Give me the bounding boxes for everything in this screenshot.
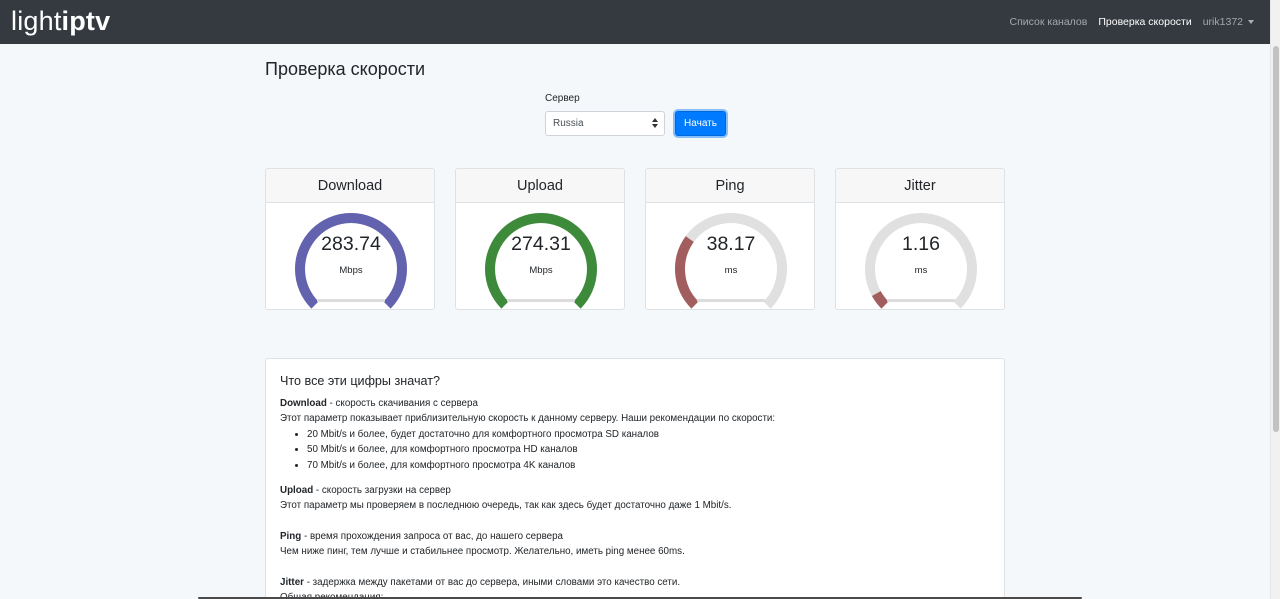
gauge-card-download: Download 283.74 Mbps [265, 168, 435, 310]
nav-link-speedtest[interactable]: Проверка скорости [1098, 16, 1192, 28]
gauge-card-ping: Ping 38.17 ms [645, 168, 815, 310]
logo-light: light [11, 6, 62, 36]
gauge-unit: Mbps [529, 265, 553, 276]
logo-iptv: iptv [61, 6, 111, 36]
download-definition: - скорость скачивания с сервера [326, 398, 478, 409]
gauge-unit: Mbps [339, 265, 363, 276]
gauge-value: 1.16 [902, 233, 940, 255]
list-item: 70 Mbit/s и более, для комфортного просм… [307, 458, 990, 473]
caret-down-icon [1248, 20, 1254, 25]
logo[interactable]: lightiptv [11, 6, 110, 36]
user-name: urik1372 [1202, 16, 1243, 28]
gauge-title: Download [266, 169, 434, 203]
download-term: Download [280, 398, 327, 409]
jitter-term: Jitter [280, 576, 304, 588]
gauge-title: Ping [646, 169, 814, 203]
gauge-progress-bar [697, 299, 765, 302]
nav-link-channels[interactable]: Список каналов [1009, 16, 1088, 28]
start-button[interactable]: Начать [675, 111, 726, 136]
list-item: 20 Mbit/s и более, будет достаточно для … [307, 427, 990, 442]
gauge-title: Upload [456, 169, 624, 203]
ping-definition: - время прохождения запроса от вас, до н… [301, 530, 564, 542]
gauge-value: 274.31 [511, 233, 571, 255]
download-line: Download - скорость скачивания с сервера [280, 396, 990, 411]
info-heading: Что все эти цифры значат? [280, 374, 441, 388]
upload-definition: - скорость загрузки на сервер [313, 485, 451, 497]
navbar: lightiptv Список каналов Проверка скорос… [0, 0, 1270, 44]
gauge-progress-bar [887, 299, 955, 302]
gauge-track [675, 213, 787, 309]
gauge-arc [295, 213, 407, 309]
jitter-line: Jitter - задержка между пакетами от вас … [280, 575, 990, 590]
server-label: Сервер [545, 93, 580, 104]
gauge: 1.16 ms [836, 203, 1004, 309]
gauge-card-upload: Upload 274.31 Mbps [455, 168, 625, 310]
gauge: 38.17 ms [646, 203, 814, 309]
select-arrows-icon [652, 118, 658, 128]
gauge-track [865, 213, 977, 309]
ping-line: Ping - время прохождения запроса от вас,… [280, 529, 990, 544]
jitter-definition: - задержка между пакетами от вас до серв… [303, 576, 681, 588]
gauge-unit: ms [914, 265, 928, 276]
gauge-unit: ms [724, 265, 738, 276]
upload-line: Upload - скорость загрузки на сервер [280, 483, 990, 498]
gauge-arc [675, 213, 787, 309]
gauge-arc [865, 213, 977, 309]
info-card: Что все эти цифры значат? Download - ско… [265, 358, 1005, 599]
gauge-fill [295, 213, 407, 309]
gauge-card-jitter: Jitter 1.16 ms [835, 168, 1005, 310]
ping-description: Чем ниже пинг, тем лучше и стабильнее пр… [280, 546, 685, 558]
scrollbar-thumb[interactable] [1273, 46, 1279, 432]
gauge-title: Jitter [836, 169, 1004, 203]
gauge-progress-bar [317, 299, 385, 302]
gauge: 283.74 Mbps [266, 203, 434, 309]
upload-description: Этот параметр мы проверяем в последнюю о… [280, 500, 732, 512]
scrollbar[interactable] [1270, 0, 1280, 599]
page-title: Проверка скорости [265, 59, 426, 79]
gauge-value: 283.74 [321, 233, 381, 255]
window-edge [198, 597, 1082, 599]
general-recommendation: Общая рекомендация: [280, 592, 384, 599]
gauge-progress-bar [507, 299, 575, 302]
gauge-arc [485, 213, 597, 309]
server-select[interactable]: Russia [545, 111, 665, 136]
download-recommendations: 20 Mbit/s и более, будет достаточно для … [280, 427, 990, 473]
server-select-value: Russia [553, 118, 584, 129]
gauge-fill [485, 213, 597, 309]
download-description: Этот параметр показывает приблизительную… [280, 413, 776, 425]
gauge-value: 38.17 [706, 233, 756, 255]
list-item: 50 Mbit/s и более, для комфортного просм… [307, 442, 990, 457]
upload-term: Upload [280, 485, 314, 497]
user-menu[interactable]: urik1372 [1203, 16, 1254, 28]
gauge: 274.31 Mbps [456, 203, 624, 309]
nav-links: Список каналов Проверка скорости urik137… [1010, 0, 1254, 44]
gauge-fill [871, 291, 889, 309]
gauge-fill [675, 236, 699, 309]
ping-term: Ping [280, 530, 302, 542]
